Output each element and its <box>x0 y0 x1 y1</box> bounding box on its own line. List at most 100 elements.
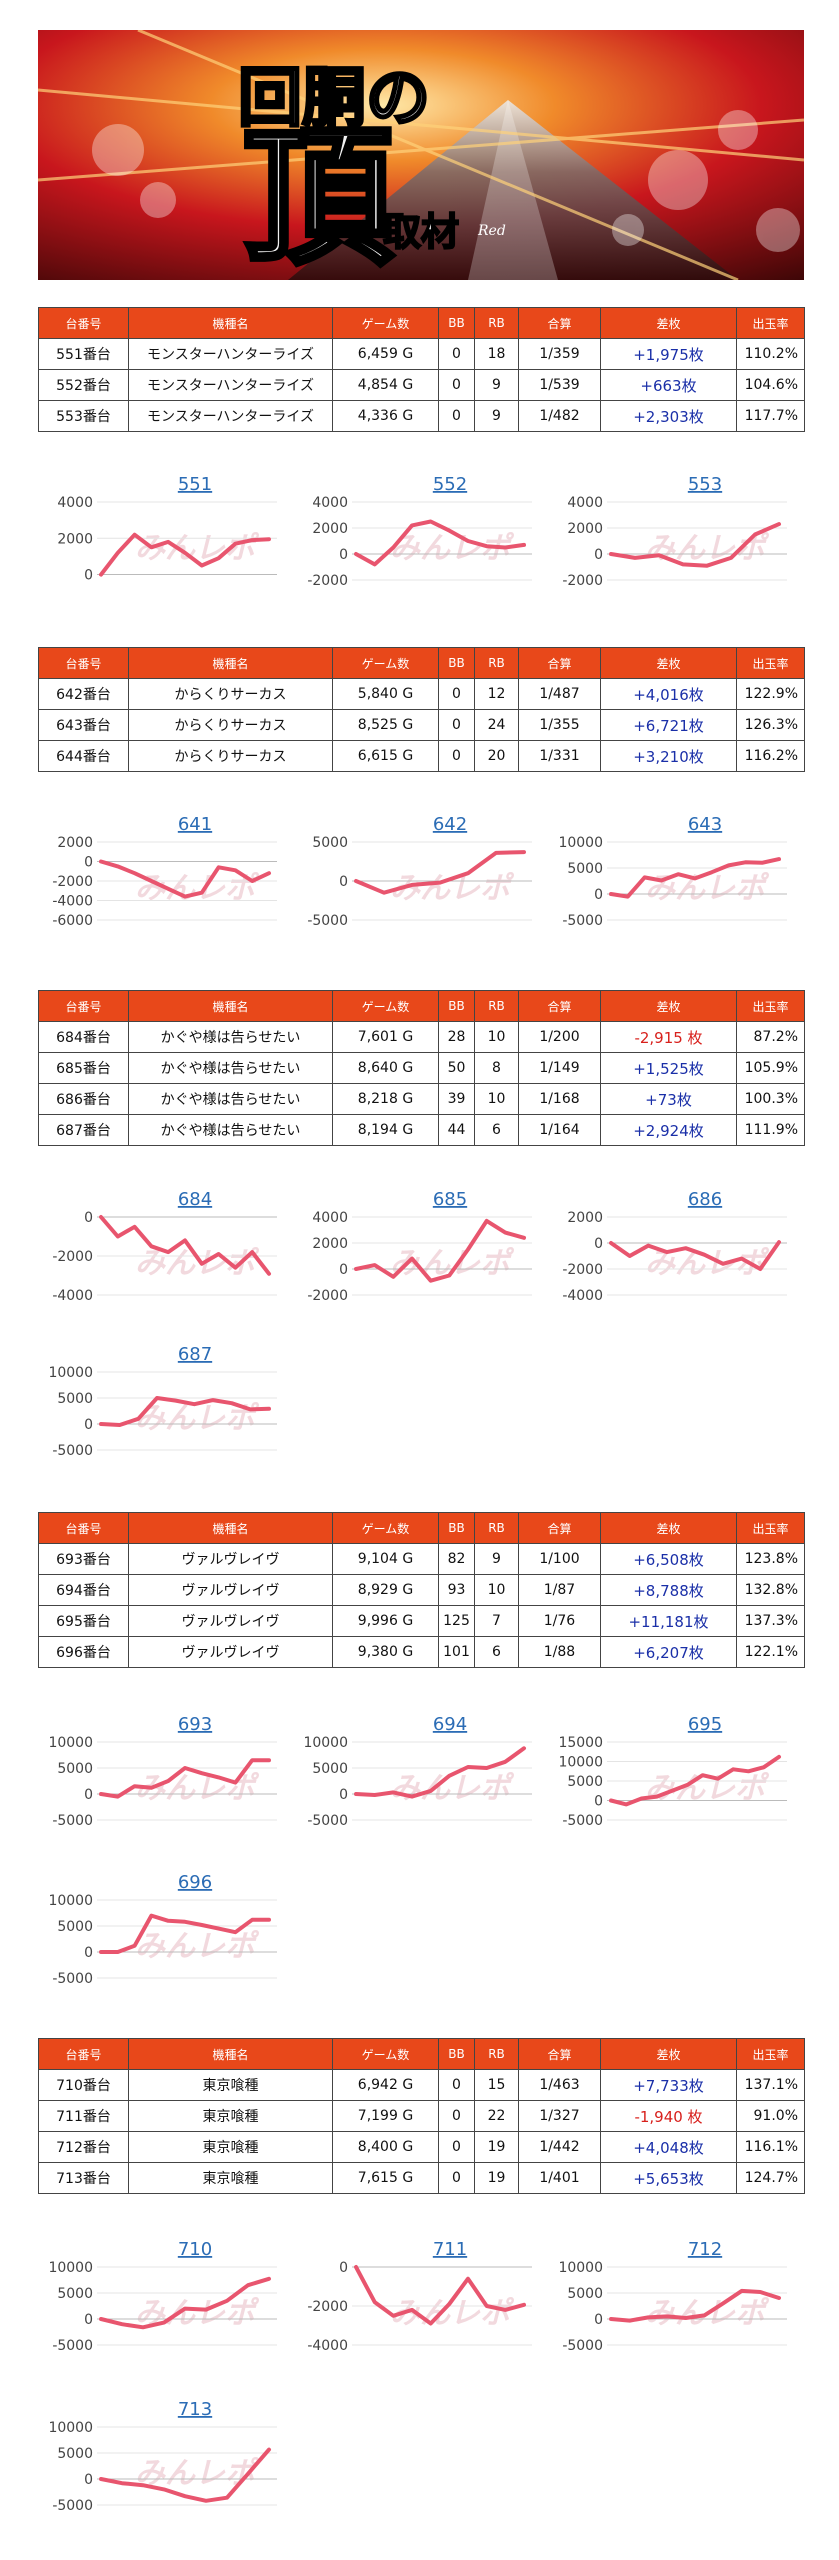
y-tick-label: 5000 <box>567 2286 603 2302</box>
y-tick-label: 0 <box>84 1210 93 1226</box>
y-tick-label: 0 <box>594 1236 603 1252</box>
cell-rb: 10 <box>474 1083 519 1115</box>
cell-model: ヴァルヴレイヴ <box>128 1543 333 1575</box>
cell-unit: 712番台 <box>38 2131 129 2163</box>
cell-diff: +663枚 <box>600 369 737 401</box>
column-header-combined: 合算 <box>518 2038 601 2070</box>
chart-title: 694 <box>433 1714 467 1735</box>
data-table-3: 台番号 機種名 ゲーム数 BB RB 合算 差枚 出玉率 684番台 かぐや様は告らせたい 7,60… <box>38 990 805 1146</box>
chart-svg: 696 みんレポ 10000 5000 0 -5000 <box>48 1872 277 1987</box>
y-tick-label: 0 <box>339 2260 348 2276</box>
chart-svg: 642 みんレポ 5000 0 -5000 <box>307 814 532 929</box>
watermark-logo: みんレポ <box>645 871 770 906</box>
y-tick-label: 0 <box>339 547 348 563</box>
cell-model: かぐや様は告らせたい <box>128 1083 333 1115</box>
cell-bb: 82 <box>438 1543 475 1575</box>
chart-642: 642 みんレポ 5000 0 -5000 <box>300 810 540 930</box>
cell-bb: 125 <box>438 1605 475 1637</box>
y-tick-label: 10000 <box>48 2260 93 2276</box>
table-row: 687番台 かぐや様は告らせたい 8,194 G 44 6 1/164 +2,924枚 111… <box>38 1114 805 1146</box>
table-row: 644番台 からくりサーカス 6,615 G 0 20 1/331 +3,210枚 116.2… <box>38 740 805 772</box>
y-tick-label: -5000 <box>52 2338 93 2354</box>
cell-combined: 1/487 <box>518 678 601 710</box>
cell-combined: 1/401 <box>518 2162 601 2194</box>
cell-bb: 0 <box>438 369 475 401</box>
chart-title: 641 <box>178 814 212 835</box>
cell-rb: 22 <box>474 2100 519 2132</box>
chart-695: 695 みんレポ 15000 10000 5000 0 -5000 <box>555 1710 795 1830</box>
cell-games: 8,929 G <box>332 1574 439 1606</box>
cell-rb: 6 <box>474 1636 519 1668</box>
cell-diff: +6,721枚 <box>600 709 737 741</box>
y-tick-label: -5000 <box>52 1971 93 1987</box>
chart-710: 710 みんレポ 10000 5000 0 -5000 <box>45 2235 285 2355</box>
table-row: 686番台 かぐや様は告らせたい 8,218 G 39 10 1/168 +73枚 100.3… <box>38 1083 805 1115</box>
series-line <box>99 2276 271 2330</box>
chart-title: 693 <box>178 1714 212 1735</box>
cell-diff: +73枚 <box>600 1083 737 1115</box>
data-table-4: 台番号 機種名 ゲーム数 BB RB 合算 差枚 出玉率 693番台 ヴァルヴレイヴ 9,104 G… <box>38 1512 805 1668</box>
cell-rate: 91.0% <box>736 2100 805 2132</box>
cell-games: 7,615 G <box>332 2162 439 2194</box>
cell-rate: 116.2% <box>736 740 805 772</box>
table-row: 712番台 東京喰種 8,400 G 0 19 1/442 +4,048枚 116.1% <box>38 2131 805 2163</box>
chart-641: 641 みんレポ 2000 0 -2000 -4000 -6000 <box>45 810 285 930</box>
chart-711: 711 みんレポ 0 -2000 -4000 <box>300 2235 540 2355</box>
y-tick-label: 0 <box>594 547 603 563</box>
cell-rate: 105.9% <box>736 1052 805 1084</box>
y-tick-label: 5000 <box>567 1774 603 1790</box>
cell-games: 9,996 G <box>332 1605 439 1637</box>
column-header-rate: 出玉率 <box>736 307 805 339</box>
y-tick-label: -5000 <box>562 913 603 929</box>
cell-rate: 117.7% <box>736 400 805 432</box>
banner-title-sub: 取材 <box>383 209 459 254</box>
chart-svg: 553 みんレポ 4000 2000 0 -2000 <box>562 474 787 589</box>
cell-rate: 122.9% <box>736 678 805 710</box>
chart-title: 687 <box>178 1344 212 1365</box>
column-header-combined: 合算 <box>518 307 601 339</box>
cell-bb: 93 <box>438 1574 475 1606</box>
cell-diff: +11,181枚 <box>600 1605 737 1637</box>
table-row: 685番台 かぐや様は告らせたい 8,640 G 50 8 1/149 +1,525枚 105… <box>38 1052 805 1084</box>
cell-diff: +2,303枚 <box>600 400 737 432</box>
column-header-games: ゲーム数 <box>332 990 439 1022</box>
watermark-logo: みんレポ <box>390 871 515 906</box>
cell-combined: 1/355 <box>518 709 601 741</box>
cell-diff: -1,940 枚 <box>600 2100 737 2132</box>
y-tick-label: -5000 <box>52 2498 93 2514</box>
y-tick-label: -5000 <box>307 1813 348 1829</box>
cell-unit: 552番台 <box>38 369 129 401</box>
column-header-model: 機種名 <box>128 990 333 1022</box>
table-row: 642番台 からくりサーカス 5,840 G 0 12 1/487 +4,016枚 122.9… <box>38 678 805 710</box>
cell-combined: 1/331 <box>518 740 601 772</box>
cell-rate: 137.3% <box>736 1605 805 1637</box>
column-header-model: 機種名 <box>128 307 333 339</box>
chart-551: 551 みんレポ 4000 2000 0 <box>45 470 285 590</box>
column-header-games: ゲーム数 <box>332 1512 439 1544</box>
cell-model: ヴァルヴレイヴ <box>128 1574 333 1606</box>
cell-rate: 132.8% <box>736 1574 805 1606</box>
data-table-1: 台番号 機種名 ゲーム数 BB RB 合算 差枚 出玉率 551番台 モンスターハンターライズ 6,… <box>38 307 805 432</box>
y-tick-label: -4000 <box>562 1288 603 1304</box>
table-header-row: 台番号 機種名 ゲーム数 BB RB 合算 差枚 出玉率 <box>38 990 805 1022</box>
cell-diff: +4,048枚 <box>600 2131 737 2163</box>
table-row: 696番台 ヴァルヴレイヴ 9,380 G 101 6 1/88 +6,207枚 122.1% <box>38 1636 805 1668</box>
cell-rb: 9 <box>474 1543 519 1575</box>
cell-games: 5,840 G <box>332 678 439 710</box>
cell-bb: 0 <box>438 2162 475 2194</box>
column-header-combined: 合算 <box>518 647 601 679</box>
cell-rb: 10 <box>474 1021 519 1053</box>
cell-combined: 1/482 <box>518 400 601 432</box>
y-tick-label: -4000 <box>52 894 93 910</box>
column-header-model: 機種名 <box>128 2038 333 2070</box>
cell-bb: 0 <box>438 2131 475 2163</box>
y-tick-label: 0 <box>84 855 93 871</box>
y-tick-label: -5000 <box>562 1813 603 1829</box>
watermark-logo: みんレポ <box>645 531 770 566</box>
cell-combined: 1/87 <box>518 1574 601 1606</box>
cell-combined: 1/359 <box>518 338 601 370</box>
